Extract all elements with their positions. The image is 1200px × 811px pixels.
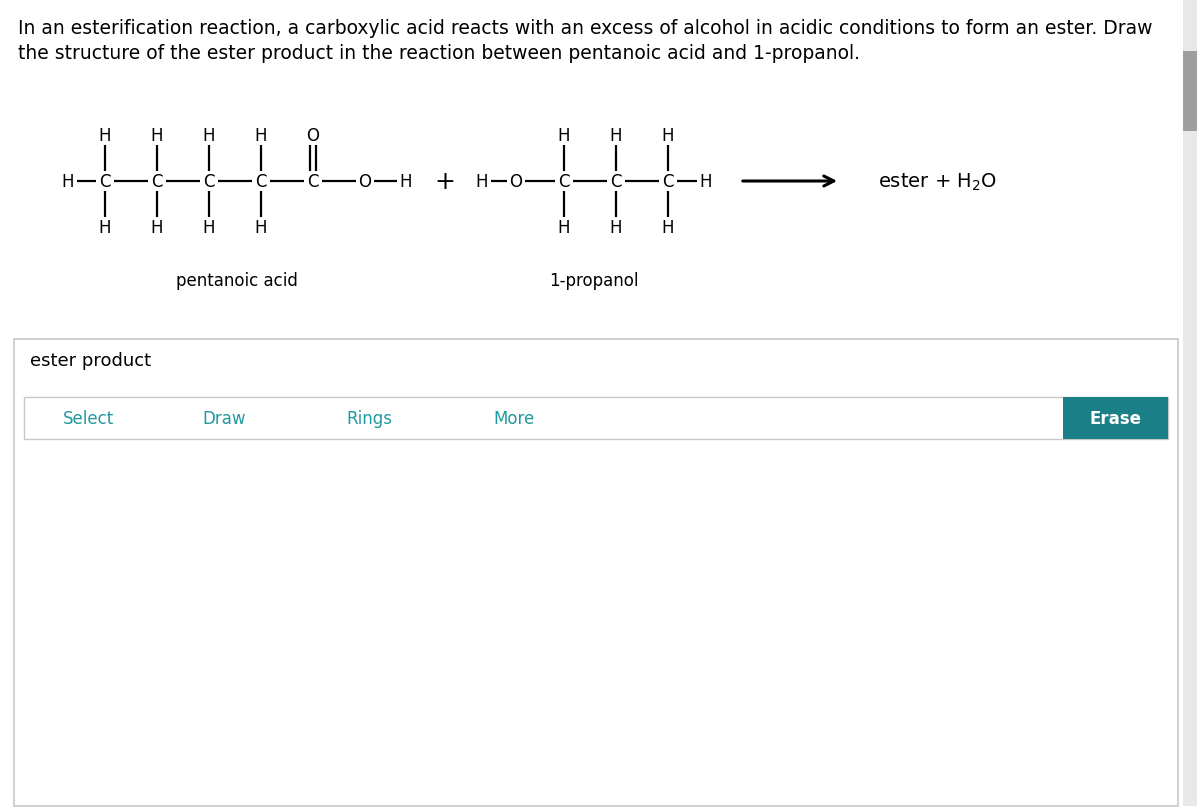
Text: C: C bbox=[203, 173, 215, 191]
Text: C: C bbox=[151, 173, 163, 191]
Text: H: H bbox=[558, 127, 570, 145]
Text: Draw: Draw bbox=[203, 410, 246, 427]
Text: H: H bbox=[254, 127, 268, 145]
Bar bbox=[24, 397, 1168, 440]
Text: H: H bbox=[151, 127, 163, 145]
Bar bbox=[14, 340, 1178, 806]
Text: C: C bbox=[307, 173, 319, 191]
Text: H: H bbox=[661, 219, 674, 237]
Text: H: H bbox=[475, 173, 488, 191]
Text: In an esterification reaction, a carboxylic acid reacts with an excess of alcoho: In an esterification reaction, a carboxy… bbox=[18, 19, 1152, 38]
Text: H: H bbox=[98, 219, 112, 237]
Text: H: H bbox=[203, 127, 215, 145]
Bar bbox=[1183, 52, 1198, 132]
Text: H: H bbox=[661, 127, 674, 145]
Text: H: H bbox=[151, 219, 163, 237]
Text: C: C bbox=[611, 173, 622, 191]
Text: H: H bbox=[400, 173, 413, 191]
Text: H: H bbox=[610, 219, 623, 237]
Text: Rings: Rings bbox=[346, 410, 392, 427]
Text: H: H bbox=[61, 173, 74, 191]
Text: the structure of the ester product in the reaction between pentanoic acid and 1-: the structure of the ester product in th… bbox=[18, 44, 860, 63]
Text: +: + bbox=[434, 169, 456, 194]
Text: H: H bbox=[610, 127, 623, 145]
Text: H: H bbox=[254, 219, 268, 237]
Text: pentanoic acid: pentanoic acid bbox=[176, 272, 298, 290]
Text: H: H bbox=[558, 219, 570, 237]
Text: More: More bbox=[493, 410, 535, 427]
Text: 1-propanol: 1-propanol bbox=[550, 272, 638, 290]
Text: ester + H$_2$O: ester + H$_2$O bbox=[878, 171, 997, 192]
Text: C: C bbox=[662, 173, 673, 191]
Text: C: C bbox=[100, 173, 110, 191]
Text: C: C bbox=[558, 173, 570, 191]
Text: Erase: Erase bbox=[1090, 410, 1141, 427]
Text: Select: Select bbox=[64, 410, 115, 427]
Text: H: H bbox=[203, 219, 215, 237]
Text: O: O bbox=[306, 127, 319, 145]
Bar bbox=[1183, 0, 1198, 806]
Text: ester product: ester product bbox=[30, 351, 151, 370]
Text: H: H bbox=[700, 173, 713, 191]
Text: H: H bbox=[98, 127, 112, 145]
Text: O: O bbox=[510, 173, 522, 191]
Text: C: C bbox=[256, 173, 266, 191]
Text: O: O bbox=[359, 173, 372, 191]
Bar bbox=[1063, 397, 1168, 440]
